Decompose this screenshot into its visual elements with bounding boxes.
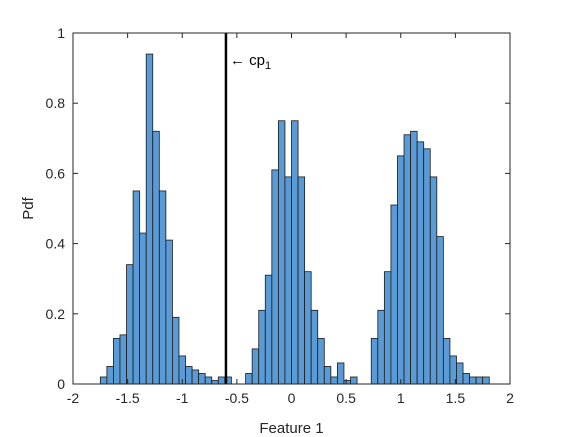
histogram-bar <box>475 376 484 385</box>
histogram-bar <box>350 376 358 385</box>
histogram-bar <box>172 316 180 385</box>
histogram-bar <box>436 236 444 385</box>
y-tick-label: 1 <box>57 25 65 41</box>
x-tick-label: -2 <box>67 390 80 406</box>
histogram-bar <box>469 376 477 385</box>
histogram-bar <box>416 141 425 385</box>
histogram-bar <box>145 53 154 385</box>
histogram-bar <box>106 366 114 385</box>
cutpoint-annotation-text: ← cp <box>230 52 265 69</box>
y-tick-label: 0.8 <box>46 95 66 111</box>
y-tick-label: 0.4 <box>46 236 66 252</box>
histogram-bar <box>271 169 279 385</box>
histogram-bar <box>211 380 219 385</box>
histogram-bar <box>191 369 200 385</box>
histogram-bar <box>429 176 438 385</box>
x-tick-label: -0.5 <box>225 390 249 406</box>
histogram-bar <box>323 366 332 385</box>
histogram-bar <box>310 309 319 385</box>
histogram-bar <box>297 176 306 385</box>
histogram-bar <box>383 271 392 385</box>
histogram-bar <box>126 264 134 385</box>
histogram-bar <box>132 190 141 385</box>
histogram-bar <box>317 337 325 385</box>
histogram-bar <box>198 373 206 385</box>
histogram-bar <box>217 376 226 385</box>
histogram-bar <box>291 120 299 385</box>
histogram-bar <box>113 337 121 385</box>
histogram-bar <box>390 204 398 385</box>
histogram-bar <box>343 380 351 385</box>
x-tick-label: 1.5 <box>446 390 466 406</box>
cutpoint-annotation: ← cp1 <box>230 52 271 72</box>
histogram-bar <box>165 239 173 385</box>
y-tick-label: 0.2 <box>46 306 66 322</box>
x-tick-label: -1 <box>176 390 189 406</box>
x-tick-label: 0 <box>288 390 296 406</box>
histogram-bar <box>284 176 292 385</box>
axes: -2 -1.5 -1 -0.5 0 0.5 1 1.5 2 0 0.2 0.4 0.6 0.8 1 <box>46 25 515 406</box>
histogram-bar <box>258 309 266 385</box>
histogram-bar <box>139 232 147 385</box>
histogram-bars <box>99 53 490 385</box>
x-axis-label: Feature 1 <box>259 420 323 437</box>
histogram-bar <box>264 274 273 385</box>
histogram-bar <box>119 334 127 385</box>
histogram-bar <box>245 373 253 385</box>
histogram-bar <box>99 376 108 385</box>
histogram-bar <box>442 337 451 385</box>
histogram-bar <box>377 309 385 385</box>
histogram-bar <box>251 348 260 385</box>
histogram-bar <box>403 134 411 385</box>
y-axis-label: Pdf <box>20 196 37 219</box>
histogram-bar <box>204 376 213 385</box>
histogram-bar <box>462 373 470 385</box>
cutpoint-annotation-subscript: 1 <box>265 60 271 72</box>
histogram-bar <box>370 337 379 385</box>
histogram-bar <box>482 376 490 385</box>
x-tick-label: -1.5 <box>116 390 140 406</box>
histogram-bar <box>423 148 431 385</box>
histogram-bar <box>410 130 418 385</box>
histogram-bar <box>277 120 286 385</box>
x-tick-label: 0.5 <box>336 390 356 406</box>
x-tick-label: 1 <box>397 390 405 406</box>
histogram-bar <box>185 366 193 385</box>
histogram-bar <box>304 271 312 385</box>
y-tick-label: 0.6 <box>46 165 66 181</box>
histogram-bar <box>152 130 160 385</box>
x-tick-label: 2 <box>506 390 514 406</box>
histogram-bar <box>330 376 338 385</box>
histogram-bar <box>336 362 345 385</box>
histogram-bar <box>456 362 464 385</box>
y-tick-label: 0 <box>57 376 65 392</box>
histogram-bar <box>397 155 405 385</box>
histogram-bar <box>158 190 167 385</box>
